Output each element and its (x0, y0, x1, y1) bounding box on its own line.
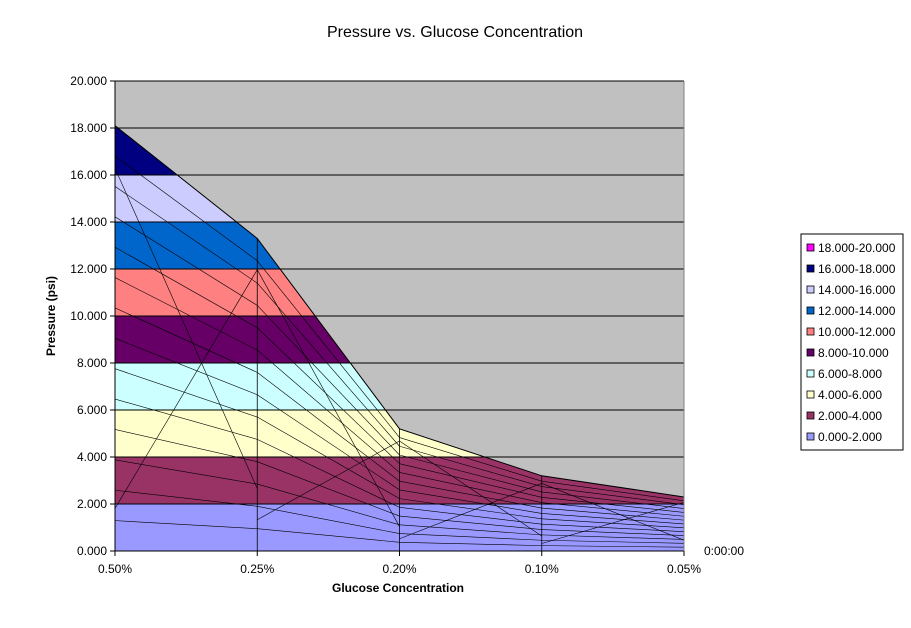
legend-entry: 4.000-6.000 (818, 388, 882, 402)
x-axis-title: Glucose Concentration (332, 581, 464, 595)
legend-swatch (806, 327, 815, 336)
x-tick-label: 0.20% (382, 562, 416, 576)
legend-swatch (806, 306, 815, 315)
legend-swatch (806, 369, 815, 378)
plot-area (114, 81, 685, 552)
y-tick-label: 18.000 (70, 121, 107, 135)
y-tick-label: 4.000 (77, 450, 107, 464)
y-tick-label: 16.000 (70, 168, 107, 182)
legend-entry: 18.000-20.000 (818, 241, 896, 255)
y-tick-label: 12.000 (70, 262, 107, 276)
x-tick-label: 0.05% (667, 562, 701, 576)
x-tick-label: 0.25% (240, 562, 274, 576)
legend-entry: 14.000-16.000 (818, 283, 896, 297)
legend-entry: 16.000-18.000 (818, 262, 896, 276)
legend-swatch (806, 243, 815, 252)
y-tick-label: 14.000 (70, 215, 107, 229)
legend-entry: 6.000-8.000 (818, 367, 882, 381)
legend-entry: 12.000-14.000 (818, 304, 896, 318)
legend-swatch (806, 348, 815, 357)
legend: 18.000-20.000 16.000-18.000 14.000-16.000 1… (800, 233, 904, 451)
y-tick-label: 8.000 (77, 356, 107, 370)
legend-swatch (806, 411, 815, 420)
legend-entry: 8.000-10.000 (818, 346, 889, 360)
axes: 0.000 2.000 4.000 6.000 8.000 10.000 12.000 14.… (70, 74, 701, 576)
legend-swatch (806, 285, 815, 294)
legend-swatch (806, 264, 815, 273)
y-tick-label: 6.000 (77, 403, 107, 417)
legend-swatch (806, 432, 815, 441)
y-tick-label: 0.000 (77, 544, 107, 558)
x-tick-label: 0.10% (525, 562, 559, 576)
surface-top-edge (114, 125, 685, 498)
y-tick-label: 10.000 (70, 309, 107, 323)
x-tick-label: 0.50% (98, 562, 132, 576)
chart-title: Pressure vs. Glucose Concentration (327, 24, 583, 41)
legend-entry: 0.000-2.000 (818, 430, 882, 444)
y-tick-label: 2.000 (77, 497, 107, 511)
y-axis-title: Pressure (psi) (44, 276, 58, 356)
legend-entry: 10.000-12.000 (818, 325, 896, 339)
legend-swatch (806, 390, 815, 399)
legend-box (800, 233, 904, 451)
legend-entry: 2.000-4.000 (818, 409, 882, 423)
y-tick-label: 20.000 (70, 74, 107, 88)
series-axis-label: 0:00:00 (704, 544, 744, 558)
